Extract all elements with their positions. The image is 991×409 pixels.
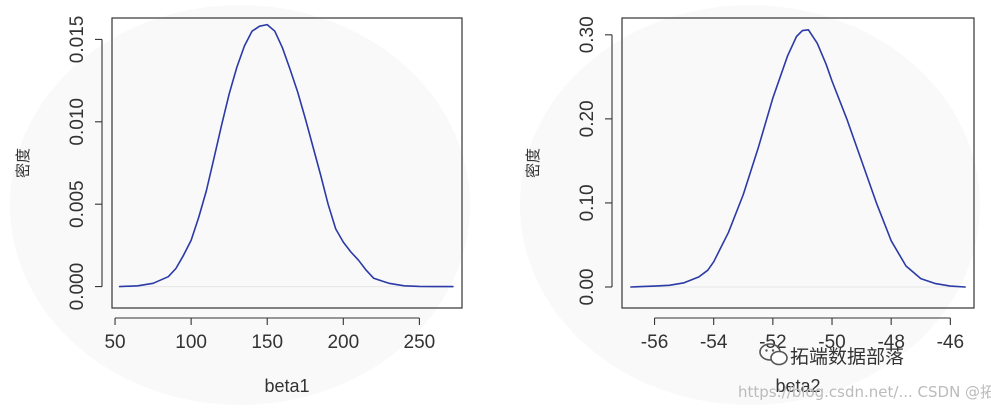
chart-panel-beta2: -56 -54 -52 -50 -48 -46 0.00 0.10 0.20 0.30 密度 beta… xyxy=(524,16,975,396)
y-tick-label: 0.005 xyxy=(67,180,88,228)
y-axis-title: 密度 xyxy=(14,148,32,178)
watermark: 拓端数据部落 https://blog.csdn.net/... CSDN @拓… xyxy=(738,343,991,401)
y-tick-label: 0.010 xyxy=(67,98,88,146)
x-tick-label: -52 xyxy=(759,332,786,353)
y-tick-label: 0.00 xyxy=(577,268,598,305)
panel-shadow-left xyxy=(10,5,470,405)
y-tick-label: 0.000 xyxy=(67,263,88,311)
x-tick-label: -46 xyxy=(937,332,964,353)
x-tick-label: 50 xyxy=(104,332,125,353)
plot-frame xyxy=(111,17,463,309)
x-tick-label: -54 xyxy=(700,332,728,353)
watermark-title: 拓端数据部落 xyxy=(790,346,904,368)
x-axis-title: beta1 xyxy=(264,376,309,396)
plot-frame xyxy=(621,17,975,309)
x-tick-label: 150 xyxy=(251,332,283,353)
x-tick-label: -50 xyxy=(818,332,845,353)
panel-shadow-right xyxy=(520,5,980,405)
x-tick-label: 100 xyxy=(175,332,207,353)
density-line xyxy=(118,23,454,288)
wechat-icon xyxy=(759,343,788,366)
x-tick-label: -56 xyxy=(641,332,668,353)
density-line xyxy=(630,28,966,288)
y-axis-title: 密度 xyxy=(524,148,542,178)
y-tick-label: 0.20 xyxy=(577,100,598,137)
x-tick-label: -48 xyxy=(877,332,904,353)
y-tick-label: 0.30 xyxy=(577,16,598,53)
watermark-url: https://blog.csdn.net/... CSDN @拓端研究室 xyxy=(738,383,991,401)
x-tick-label: 200 xyxy=(327,332,359,353)
x-axis-title: beta2 xyxy=(775,376,820,396)
x-tick-label: 250 xyxy=(404,332,436,353)
y-tick-label: 0.015 xyxy=(67,16,88,64)
chart-panel-beta1: 50 100 150 200 250 0.000 0.005 0.010 0.015 密度 beta… xyxy=(14,16,463,396)
y-tick-label: 0.10 xyxy=(577,184,598,221)
